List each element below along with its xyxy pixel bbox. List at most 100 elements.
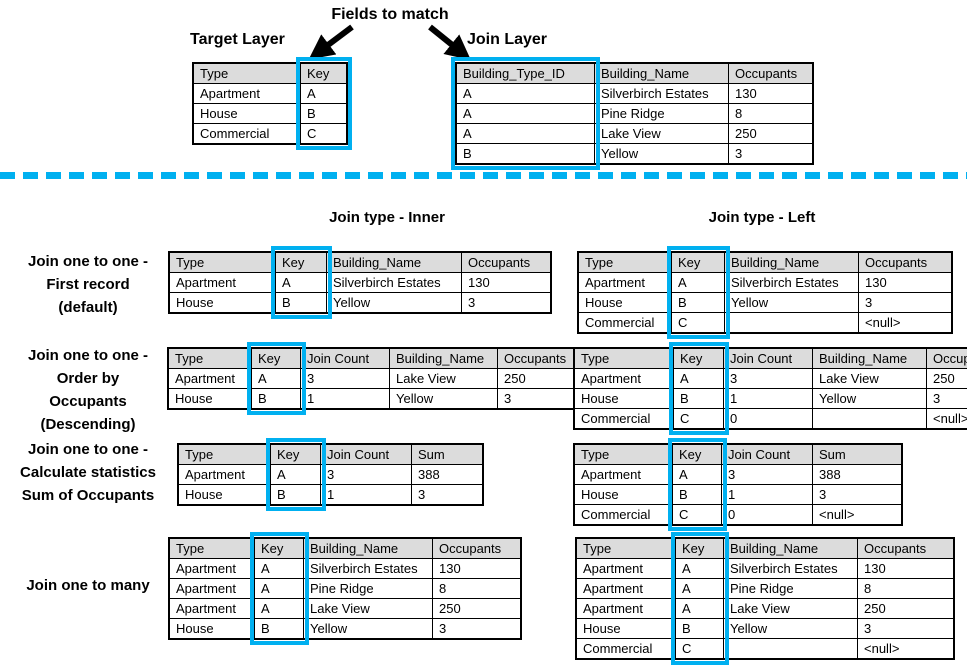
table-cell: 1 bbox=[724, 389, 813, 409]
table-cell: Apartment bbox=[576, 599, 676, 619]
table-cell: 3 bbox=[813, 485, 903, 505]
table-cell: 3 bbox=[722, 465, 813, 485]
fields-to-match-title: Fields to match bbox=[300, 6, 480, 24]
table-cell: A bbox=[456, 84, 595, 104]
table-cell: <null> bbox=[813, 505, 903, 526]
table-cell: C bbox=[672, 313, 725, 334]
column-header: Type bbox=[578, 252, 672, 273]
table-cell: 250 bbox=[858, 599, 955, 619]
table-cell: B bbox=[271, 485, 321, 506]
table-cell: Commercial bbox=[578, 313, 672, 334]
table-cell: A bbox=[676, 579, 724, 599]
column-header: Join Count bbox=[722, 444, 813, 465]
table-cell: Commercial bbox=[576, 639, 676, 660]
table-cell: Silverbirch Estates bbox=[327, 273, 462, 293]
table-cell: 3 bbox=[433, 619, 522, 640]
column-header: Type bbox=[193, 63, 301, 84]
table-cell: <null> bbox=[927, 409, 967, 430]
table-cell: B bbox=[672, 293, 725, 313]
table-cell: C bbox=[301, 124, 348, 145]
column-header: Occupants bbox=[859, 252, 953, 273]
label-line: (Descending) bbox=[0, 413, 176, 436]
table-cell: 1 bbox=[722, 485, 813, 505]
table-cell: Yellow bbox=[595, 144, 729, 165]
label-line: Join one to many bbox=[0, 574, 176, 597]
table-cell: 8 bbox=[729, 104, 814, 124]
column-header: Building_Name bbox=[813, 348, 927, 369]
table-cell: Pine Ridge bbox=[724, 579, 858, 599]
table-cell: Apartment bbox=[168, 369, 252, 389]
column-header: Key bbox=[271, 444, 321, 465]
column-header: Key bbox=[674, 348, 724, 369]
table-cell: B bbox=[673, 485, 722, 505]
table-cell: C bbox=[673, 505, 722, 526]
column-header: Type bbox=[168, 348, 252, 369]
table-cell: House bbox=[169, 619, 255, 640]
column-header: Sum bbox=[412, 444, 484, 465]
table-cell: House bbox=[169, 293, 276, 314]
column-header: Type bbox=[178, 444, 271, 465]
column-header: Type bbox=[574, 444, 673, 465]
arrow-to-target-key-icon bbox=[324, 27, 352, 48]
label-line: Join one to one - bbox=[0, 438, 176, 461]
target-layer-title: Target Layer bbox=[190, 31, 285, 49]
table-cell: Apartment bbox=[576, 559, 676, 579]
table-cell: House bbox=[574, 485, 673, 505]
table-cell: B bbox=[252, 389, 301, 410]
column-header: Key bbox=[252, 348, 301, 369]
table-cell: Silverbirch Estates bbox=[724, 559, 858, 579]
column-header: Key bbox=[676, 538, 724, 559]
label-line: Occupants bbox=[0, 390, 176, 413]
arrow-to-join-key-icon bbox=[430, 27, 456, 48]
column-header: Join Count bbox=[724, 348, 813, 369]
table-cell: B bbox=[456, 144, 595, 165]
table-cell: A bbox=[255, 559, 304, 579]
table-cell: Apartment bbox=[574, 369, 674, 389]
table-cell: Silverbirch Estates bbox=[304, 559, 433, 579]
table-cell: A bbox=[673, 465, 722, 485]
label-line: (default) bbox=[0, 296, 176, 319]
column-header: Join Count bbox=[301, 348, 390, 369]
table-cell: 0 bbox=[724, 409, 813, 430]
table-cell: 3 bbox=[301, 369, 390, 389]
table-cell: Yellow bbox=[327, 293, 462, 314]
table-cell bbox=[725, 313, 859, 334]
table-cell: 3 bbox=[462, 293, 552, 314]
column-header: Occupants bbox=[462, 252, 552, 273]
table-cell: Apartment bbox=[178, 465, 271, 485]
table-cell: Yellow bbox=[304, 619, 433, 640]
table-cell: A bbox=[255, 579, 304, 599]
column-header: Building_Name bbox=[595, 63, 729, 84]
table-cell: House bbox=[168, 389, 252, 410]
table-cell: A bbox=[676, 559, 724, 579]
column-header: Key bbox=[276, 252, 327, 273]
table-cell: 8 bbox=[433, 579, 522, 599]
table-cell: A bbox=[672, 273, 725, 293]
column-header: Key bbox=[673, 444, 722, 465]
table-cell: Pine Ridge bbox=[595, 104, 729, 124]
